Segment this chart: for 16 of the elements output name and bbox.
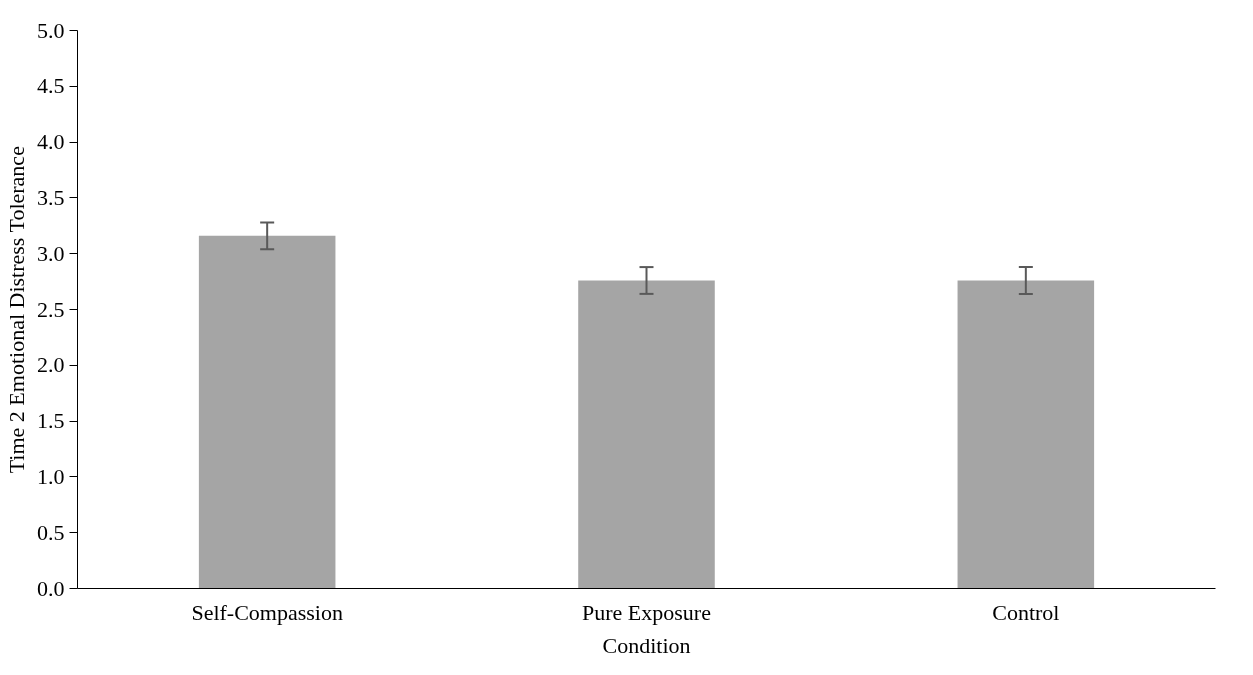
y-tick-label: 1.5 — [37, 408, 65, 434]
x-axis-title: Condition — [602, 632, 691, 658]
y-tick-label: 3.5 — [37, 184, 65, 210]
y-tick-label: 3.0 — [37, 240, 65, 266]
x-tick-label: Self-Compassion — [191, 599, 343, 625]
y-tick-label: 4.0 — [37, 129, 65, 155]
x-tick-label: Pure Exposure — [582, 599, 711, 625]
y-tick-label: 4.5 — [37, 73, 65, 99]
y-tick-label: 1.0 — [37, 463, 65, 489]
y-tick-label: 0.0 — [37, 575, 65, 601]
y-tick-label: 5.0 — [37, 17, 65, 43]
y-tick-label: 0.5 — [37, 519, 65, 545]
x-tick-label: Control — [992, 599, 1060, 625]
y-axis-title: Time 2 Emotional Distress Tolerance — [4, 146, 29, 474]
y-tick-label: 2.0 — [37, 352, 65, 378]
y-tick-label: 2.5 — [37, 296, 65, 322]
